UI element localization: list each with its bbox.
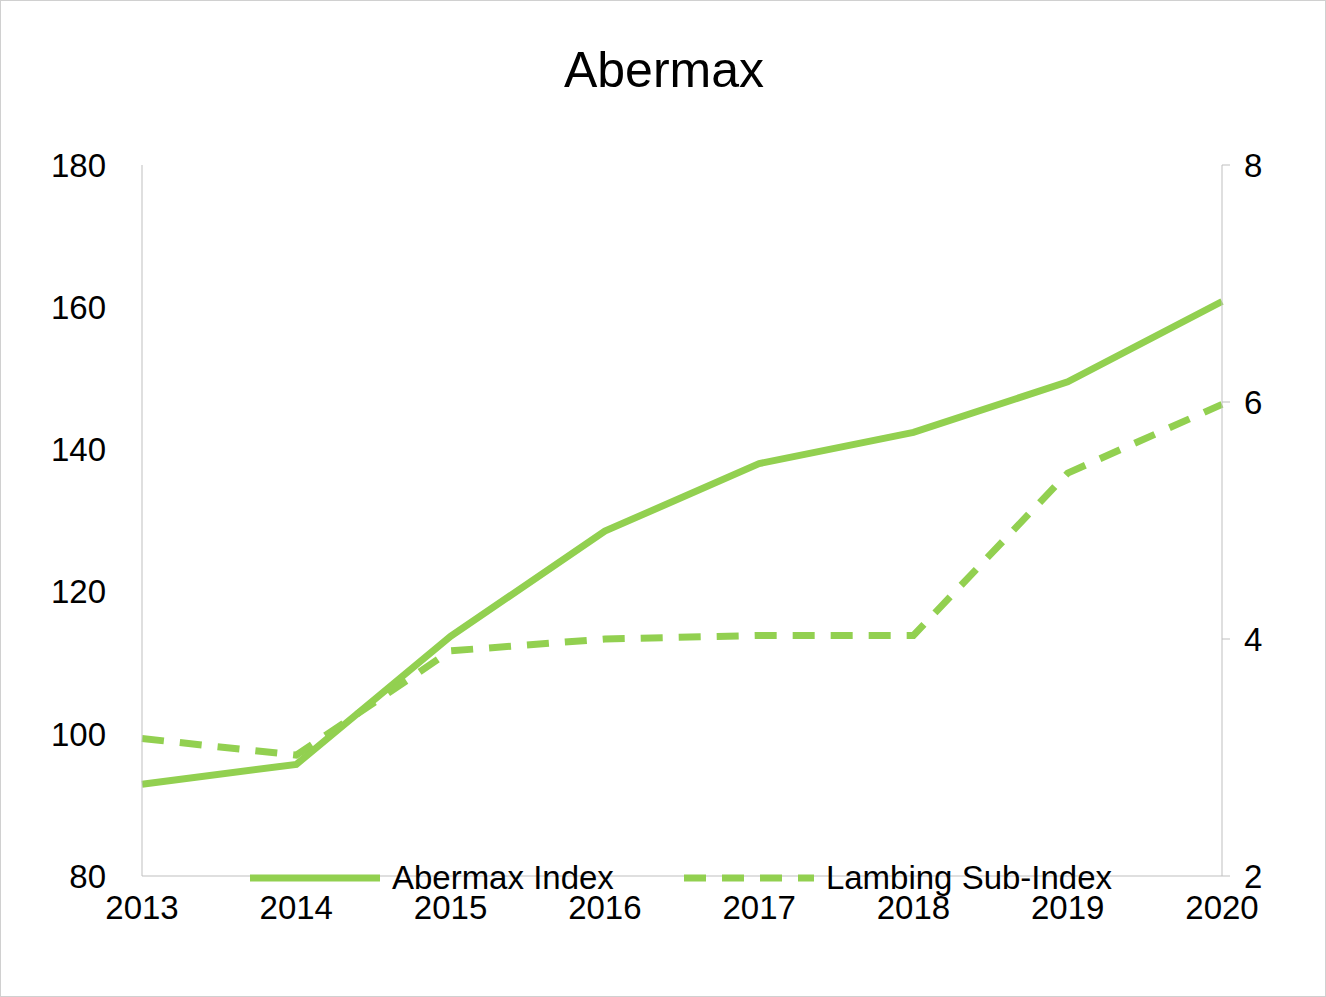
svg-text:80: 80 xyxy=(69,858,106,895)
html-text:Lambing Sub-Index: Lambing Sub-Index xyxy=(825,859,1113,896)
svg-text:8: 8 xyxy=(1244,147,1262,184)
svg-text:140: 140 xyxy=(51,431,106,468)
svg-text:120: 120 xyxy=(51,573,106,610)
svg-text:2016: 2016 xyxy=(568,889,641,926)
svg-text:2019: 2019 xyxy=(1031,889,1104,926)
svg-text:2015: 2015 xyxy=(414,889,487,926)
svg-text:4: 4 xyxy=(1244,621,1262,658)
html-text:Abermax: Abermax xyxy=(564,42,764,98)
svg-text:2014: 2014 xyxy=(260,889,333,926)
svg-text:2017: 2017 xyxy=(722,889,795,926)
svg-text:2018: 2018 xyxy=(877,889,950,926)
svg-text:100: 100 xyxy=(51,716,106,753)
svg-text:180: 180 xyxy=(51,147,106,184)
html-text:Abermax Index: Abermax Index xyxy=(391,859,614,896)
svg-text:2013: 2013 xyxy=(105,889,178,926)
svg-text:160: 160 xyxy=(51,289,106,326)
svg-text:2020: 2020 xyxy=(1185,889,1258,926)
svg-text:2: 2 xyxy=(1244,858,1262,895)
svg-text:6: 6 xyxy=(1244,384,1262,421)
